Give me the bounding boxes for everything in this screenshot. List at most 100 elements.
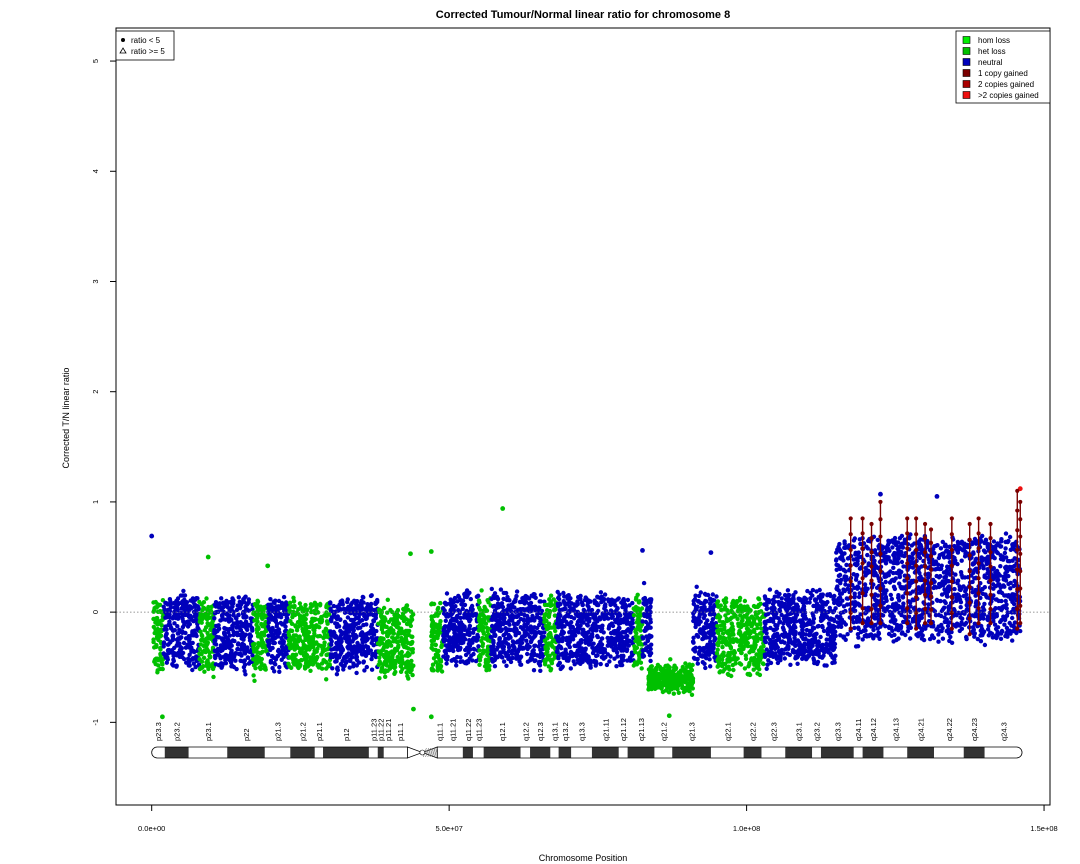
data-point [333,621,338,626]
data-point [243,604,248,610]
data-point [663,675,668,680]
data-point [786,594,791,599]
data-points [149,486,1023,720]
data-point [340,647,345,652]
data-point [151,637,156,642]
data-point [230,638,235,643]
data-point [493,617,498,623]
data-point [601,630,606,635]
data-point [643,600,649,606]
data-point [276,627,282,632]
data-point [477,662,482,667]
data-point [174,598,179,604]
data-point [811,603,816,609]
data-point [431,656,437,661]
data-point [467,626,472,631]
data-point [737,595,743,601]
data-point [366,611,372,616]
data-point [182,603,188,609]
data-point [582,609,587,614]
data-point [775,660,781,666]
data-point [567,604,572,609]
data-point [365,645,370,651]
data-point [388,626,394,631]
data-point [583,640,588,645]
data-point [227,633,232,638]
data-point [251,673,256,678]
data-point [384,649,389,655]
data-point [338,599,343,604]
data-point [758,653,764,658]
data-point [507,622,512,627]
data-point [586,630,591,635]
data-point [490,604,496,609]
data-point [715,600,720,606]
data-point [533,643,538,648]
data-point [512,648,518,653]
data-point [259,636,264,641]
data-point [323,626,329,631]
data-point [396,643,401,648]
data-point [754,665,759,670]
data-point [380,614,385,619]
data-point [327,662,332,667]
data-point [178,644,183,650]
data-point [245,601,250,606]
data-point [278,620,283,626]
data-point [796,596,801,601]
data-point [537,659,543,665]
data-point [458,659,463,664]
data-point [311,644,316,650]
data-point [410,672,415,678]
data-point [648,658,653,664]
data-point [359,647,365,652]
data-point [505,636,510,641]
data-point [291,609,296,615]
data-point [273,657,279,662]
data-point [498,587,504,592]
data-point [183,630,188,636]
data-point [782,656,787,661]
data-point [396,614,401,619]
data-point [175,640,181,645]
data-point [242,600,247,605]
data-point [572,662,577,667]
data-point [268,660,273,665]
data-point [266,652,271,657]
data-point [362,632,368,637]
data-point [398,664,403,669]
chart-title: Corrected Tumour/Normal linear ratio for… [436,9,730,21]
data-point [476,605,482,610]
data-point [181,619,186,624]
data-point [383,674,388,679]
data-point [814,609,819,614]
data-point [249,626,255,631]
data-point [395,619,400,624]
data-point [355,640,360,646]
data-point [669,673,675,678]
data-point [277,665,282,670]
data-point [789,610,794,616]
data-point [528,625,534,631]
data-point [334,653,339,658]
data-point [527,601,532,607]
data-point [281,654,286,660]
data-point [209,604,214,610]
data-point [345,615,351,620]
data-point [207,655,213,660]
data-point [302,622,307,627]
data-point [342,663,347,668]
data-point [343,630,348,636]
data-point [371,632,377,637]
data-point [316,642,321,648]
data-point [714,594,719,599]
data-point [398,669,404,674]
data-point [309,635,314,640]
data-point [457,611,462,616]
data-point [786,646,791,651]
data-point [591,641,596,646]
data-point [640,635,645,640]
data-point [480,629,486,634]
data-point [704,651,709,657]
data-point [781,604,787,609]
